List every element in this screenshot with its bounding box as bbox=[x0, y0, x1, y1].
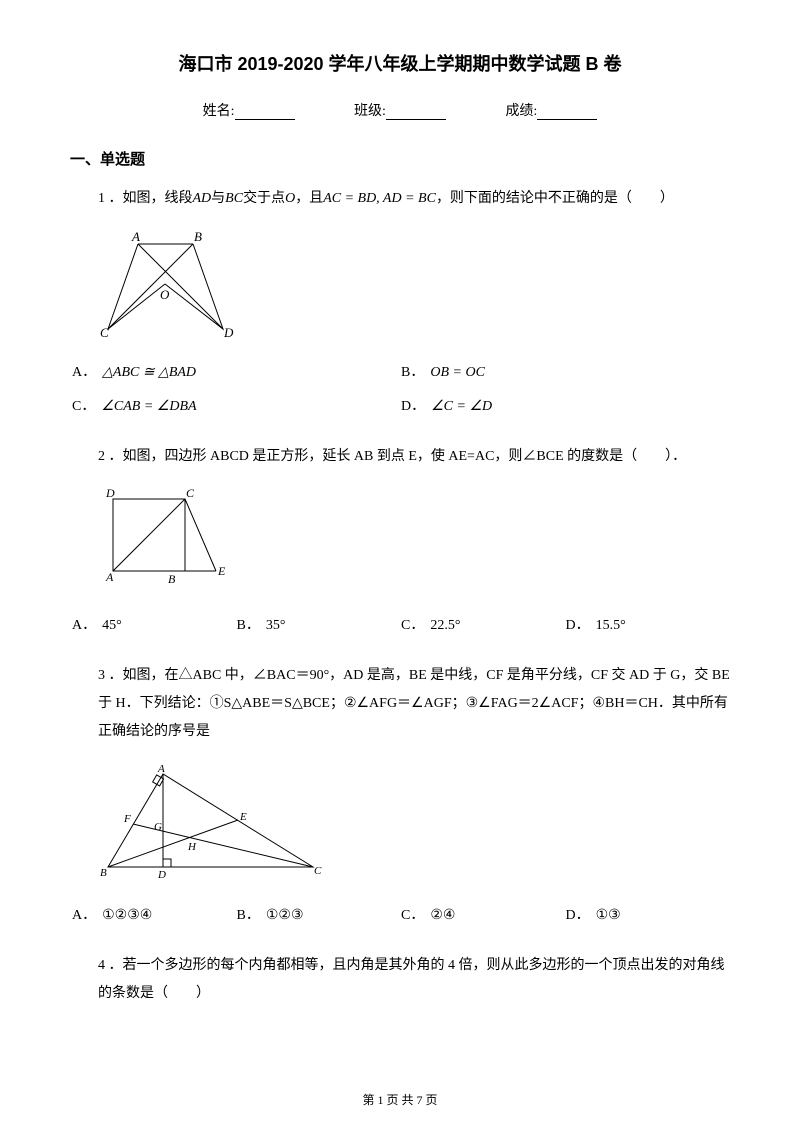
svg-text:B: B bbox=[194, 229, 202, 244]
svg-text:O: O bbox=[160, 287, 170, 302]
class-blank[interactable] bbox=[386, 119, 446, 120]
q2-optD-label: D． bbox=[566, 618, 596, 633]
question-3-text: 3 ．如图，在△ABC 中，∠BAC＝90°，AD 是高，BE 是中线，CF 是… bbox=[70, 662, 730, 746]
q3-diagram: A B C D E F G H bbox=[98, 762, 328, 882]
exam-title: 海口市 2019-2020 学年八年级上学期期中数学试题 B 卷 bbox=[70, 50, 730, 76]
q1-optA: △ABC ≅ △BAD bbox=[102, 365, 196, 380]
q2-optC-label: C． bbox=[401, 618, 430, 633]
q2-optA: 45° bbox=[102, 618, 122, 633]
class-label: 班级: bbox=[354, 104, 386, 119]
q2-optA-label: A． bbox=[72, 618, 102, 633]
name-blank[interactable] bbox=[235, 119, 295, 120]
q3-optC: ②④ bbox=[430, 908, 455, 923]
svg-text:B: B bbox=[168, 572, 176, 586]
q3-optA-label: A． bbox=[72, 908, 102, 923]
q2-optB-label: B． bbox=[237, 618, 266, 633]
q3-optD: ①③ bbox=[596, 908, 621, 923]
q3-optD-label: D． bbox=[566, 908, 596, 923]
q1-optC: ∠CAB = ∠DBA bbox=[101, 399, 196, 414]
q1-diagram: A B C D O bbox=[98, 229, 248, 339]
q1-optB: OB = OC bbox=[430, 365, 485, 380]
svg-text:C: C bbox=[186, 487, 195, 500]
svg-text:D: D bbox=[105, 487, 115, 500]
svg-text:A: A bbox=[105, 570, 114, 584]
q2-optC: 22.5° bbox=[430, 618, 460, 633]
q1-optD: ∠C = ∠D bbox=[431, 399, 492, 414]
q2-options: A．45° B．35° C．22.5° D．15.5° bbox=[70, 606, 730, 642]
svg-text:H: H bbox=[187, 841, 197, 853]
svg-text:C: C bbox=[100, 325, 109, 339]
name-label: 姓名: bbox=[203, 104, 235, 119]
svg-text:G: G bbox=[154, 821, 162, 833]
q3-optC-label: C． bbox=[401, 908, 430, 923]
svg-text:A: A bbox=[157, 763, 165, 775]
q1-optC-label: C． bbox=[72, 399, 101, 414]
question-1-text: 1 ．如图，线段AD与BC交于点O，且AC = BD, AD = BC，则下面的… bbox=[70, 185, 730, 213]
svg-text:B: B bbox=[100, 867, 107, 879]
svg-text:F: F bbox=[123, 813, 131, 825]
score-blank[interactable] bbox=[537, 119, 597, 120]
svg-text:E: E bbox=[239, 811, 247, 823]
section-1-header: 一、单选题 bbox=[70, 148, 730, 169]
q3-optB-label: B． bbox=[237, 908, 266, 923]
q1-optD-label: D． bbox=[401, 399, 431, 414]
q3-optB: ①②③ bbox=[266, 908, 304, 923]
page-footer: 第 1 页 共 7 页 bbox=[0, 1091, 800, 1108]
svg-text:D: D bbox=[157, 869, 166, 881]
question-2-text: 2 ．如图，四边形 ABCD 是正方形，延长 AB 到点 E，使 AE=AC，则… bbox=[70, 443, 730, 471]
student-info-row: 姓名: 班级: 成绩: bbox=[70, 100, 730, 120]
q1-options: A．△ABC ≅ △BAD B．OB = OC C．∠CAB = ∠DBA D．… bbox=[70, 353, 730, 423]
q3-options: A．①②③④ B．①②③ C．②④ D．①③ bbox=[70, 896, 730, 932]
q1-optA-label: A． bbox=[72, 365, 102, 380]
question-4-text: 4 ．若一个多边形的每个内角都相等，且内角是其外角的 4 倍，则从此多边形的一个… bbox=[70, 952, 730, 1008]
svg-text:A: A bbox=[131, 229, 140, 244]
q2-optD: 15.5° bbox=[596, 618, 626, 633]
q3-optA: ①②③④ bbox=[102, 908, 152, 923]
score-label: 成绩: bbox=[505, 104, 537, 119]
q2-optB: 35° bbox=[266, 618, 286, 633]
q2-diagram: A B C D E bbox=[98, 487, 248, 592]
svg-text:D: D bbox=[223, 325, 234, 339]
svg-text:C: C bbox=[314, 865, 322, 877]
svg-text:E: E bbox=[217, 564, 226, 578]
q1-optB-label: B． bbox=[401, 365, 430, 380]
